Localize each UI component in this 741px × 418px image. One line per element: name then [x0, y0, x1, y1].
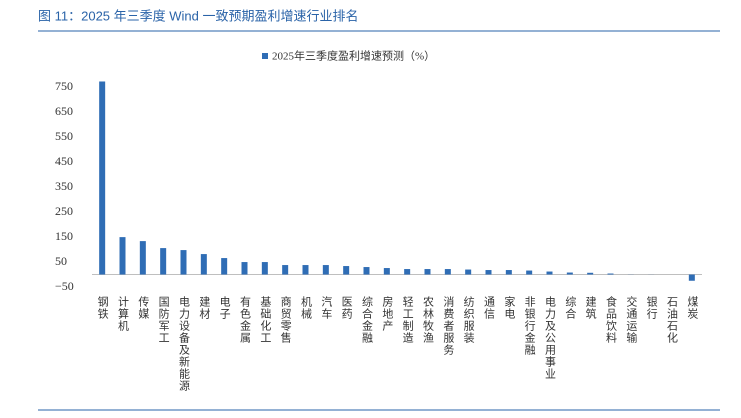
x-tick-label: 医药	[340, 296, 353, 320]
x-tick-label: 通信	[483, 296, 496, 320]
bar	[241, 262, 248, 275]
x-tick-label: 家电	[503, 295, 516, 320]
x-tick-label: 食品饮料	[605, 295, 618, 344]
bar	[607, 273, 614, 275]
x-tick-label: 房地产	[381, 296, 394, 332]
x-tick-label: 建材	[198, 295, 211, 320]
y-tick-label: 750	[55, 79, 73, 93]
x-tick-label: 交通运输	[625, 295, 638, 344]
x-tick-label: 非银行金融	[523, 296, 536, 356]
bar	[465, 269, 472, 275]
y-tick-label: 150	[55, 229, 73, 243]
bar	[566, 272, 573, 275]
bar	[119, 237, 126, 275]
bar	[546, 271, 553, 275]
bar	[261, 262, 268, 275]
bar	[322, 265, 329, 275]
x-tick-label: 轻工制造	[401, 295, 414, 344]
bar	[485, 270, 492, 275]
y-tick-label: −50	[55, 279, 74, 293]
bar	[139, 241, 146, 275]
x-tick-label: 农林牧渔	[422, 295, 435, 344]
x-tick-label: 纺织服装	[462, 295, 475, 344]
bar	[99, 81, 106, 275]
bar	[688, 274, 695, 281]
bar	[404, 269, 411, 275]
x-tick-label: 传媒	[137, 296, 150, 320]
y-tick-label: 550	[55, 129, 73, 143]
bar	[180, 250, 187, 275]
x-tick-label: 银行	[645, 295, 658, 320]
x-tick-label: 电子	[218, 296, 231, 320]
legend-label: 2025年三季度盈利增速预测（%）	[272, 49, 435, 63]
bar	[200, 254, 207, 275]
x-tick-label: 石油石化	[666, 296, 679, 344]
x-tick-label: 消费者服务	[442, 295, 455, 356]
x-tick-label: 电力设备及新能源	[178, 296, 191, 392]
y-tick-label: 650	[55, 104, 73, 118]
x-tick-label: 综合金融	[361, 295, 374, 344]
x-tick-label: 商贸零售	[279, 295, 292, 344]
bar	[444, 269, 451, 275]
chart-title: 图 11：2025 年三季度 Wind 一致预期盈利增速行业排名	[38, 8, 358, 23]
x-tick-label: 建筑	[584, 295, 597, 320]
bar	[526, 270, 533, 275]
bar	[221, 258, 228, 275]
bar	[282, 265, 289, 275]
x-tick-label: 钢铁	[96, 296, 109, 320]
x-tick-label: 综合	[564, 295, 577, 320]
x-tick-label: 汽车	[320, 295, 333, 320]
bar	[343, 266, 350, 275]
bar	[160, 248, 167, 275]
legend-swatch	[262, 53, 268, 59]
x-tick-label: 国防军工	[157, 296, 170, 344]
bar	[383, 268, 390, 275]
y-tick-label: 350	[55, 179, 73, 193]
bar	[302, 265, 309, 275]
x-tick-label: 有色金属	[239, 295, 252, 344]
x-tick-label: 煤炭	[686, 296, 699, 320]
x-tick-label: 机械	[300, 295, 313, 320]
x-tick-label: 计算机	[117, 296, 130, 332]
bar	[363, 267, 370, 275]
bar	[587, 272, 594, 275]
x-tick-label: 基础化工	[259, 296, 272, 344]
bar	[505, 270, 512, 275]
y-tick-label: 450	[55, 154, 73, 168]
y-tick-label: 50	[55, 254, 67, 268]
bar	[424, 269, 431, 275]
y-tick-label: 250	[55, 204, 73, 218]
x-tick-label: 电力及公用事业	[544, 296, 557, 380]
